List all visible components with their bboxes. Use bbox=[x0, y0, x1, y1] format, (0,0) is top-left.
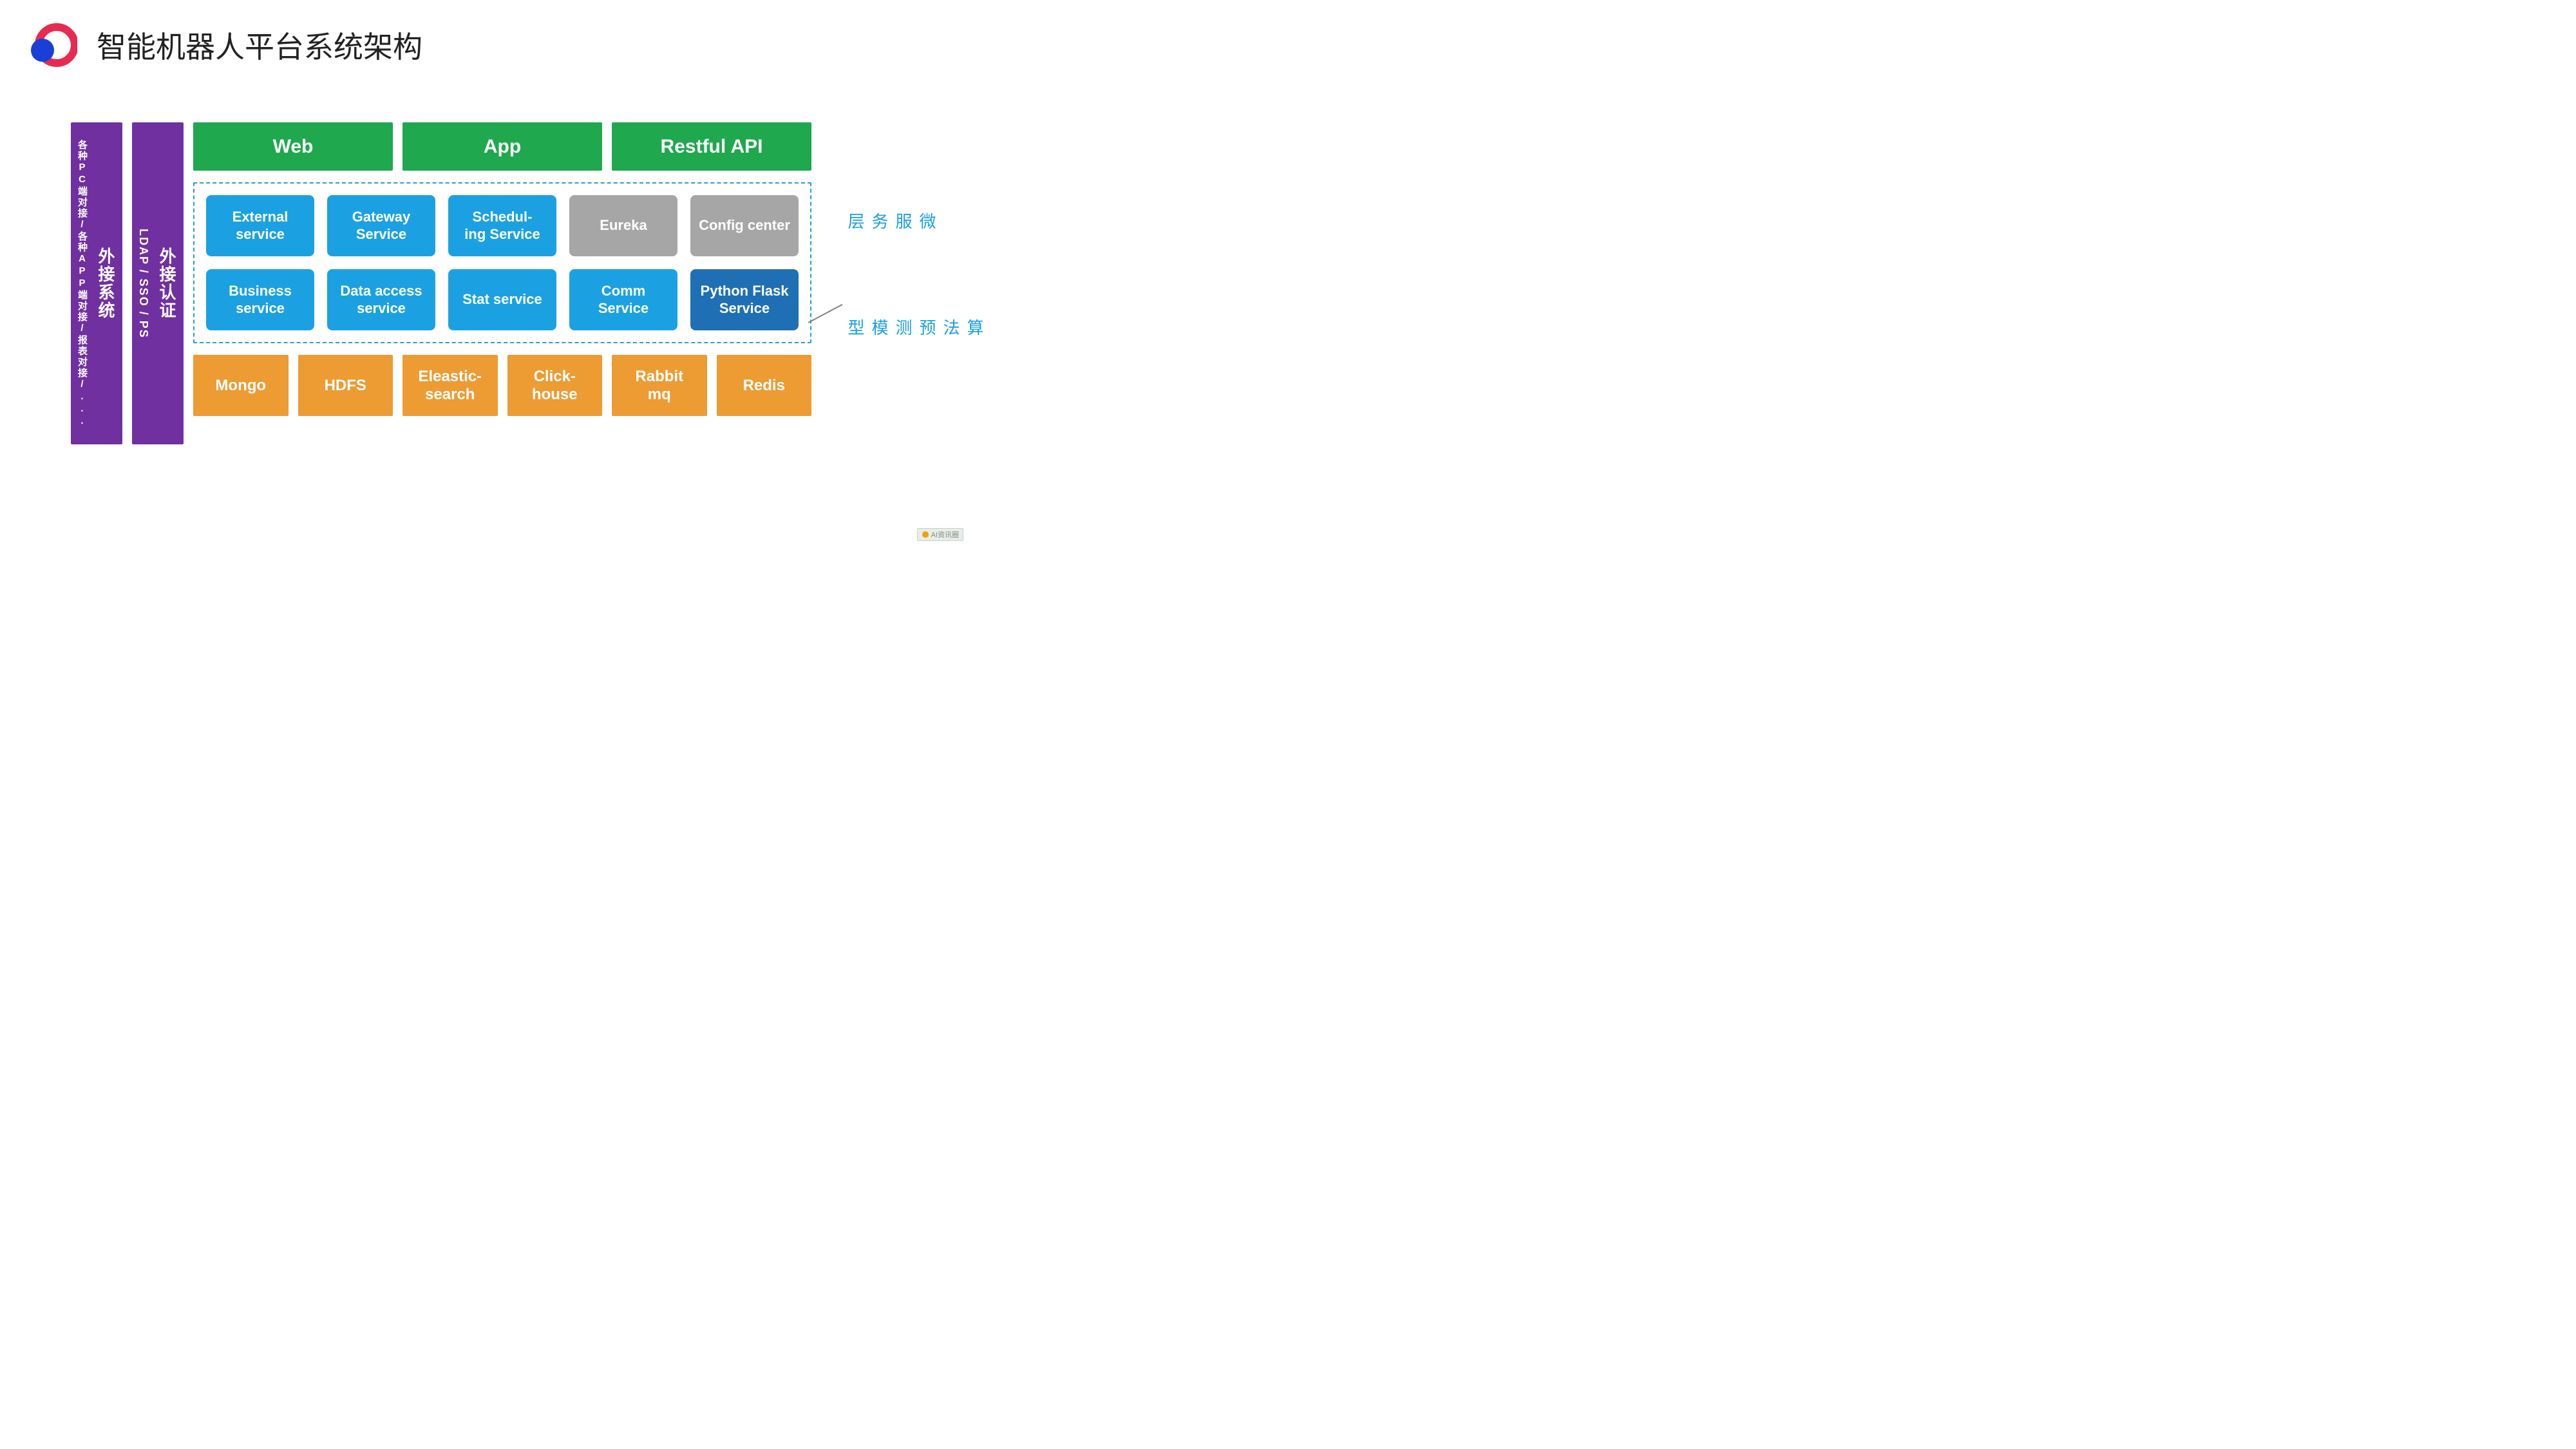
page-title: 智能机器人平台系统架构 bbox=[97, 24, 422, 66]
presentation-block: Web bbox=[193, 122, 393, 171]
storage-block: Mongo bbox=[193, 355, 289, 416]
watermark-icon bbox=[922, 531, 929, 538]
service-block: Business service bbox=[206, 269, 314, 330]
storage-block: Click- house bbox=[507, 355, 603, 416]
service-block: Data access service bbox=[327, 269, 435, 330]
storage-block: HDFS bbox=[298, 355, 393, 416]
service-block: Gateway Service bbox=[327, 195, 435, 256]
storage-block: Redis bbox=[717, 355, 812, 416]
logo-icon bbox=[26, 19, 77, 71]
storage-block: Rabbit mq bbox=[612, 355, 707, 416]
service-block: Comm Service bbox=[569, 269, 677, 330]
external-systems-column: 各种PC端对接/各种APP端对接/报表对接/... 外接系统 bbox=[71, 122, 122, 444]
service-block: External service bbox=[206, 195, 314, 256]
header: 智能机器人平台系统架构 bbox=[26, 19, 422, 71]
presentation-block: App bbox=[402, 122, 602, 171]
external-systems-detail: 各种PC端对接/各种APP端对接/报表对接/... bbox=[75, 140, 89, 428]
presentation-block: Restful API bbox=[612, 122, 811, 171]
service-block: Eureka bbox=[569, 195, 677, 256]
service-block: Config center bbox=[690, 195, 799, 256]
algorithm-model-label: 算法预测模型 bbox=[844, 319, 987, 338]
microservice-layer-label: 微服务层 bbox=[844, 213, 939, 232]
architecture-diagram: 各种PC端对接/各种APP端对接/报表对接/... 外接系统 LDAP / SS… bbox=[71, 122, 811, 444]
service-row: External serviceGateway ServiceSchedul- … bbox=[206, 195, 799, 256]
slide: 智能机器人平台系统架构 各种PC端对接/各种APP端对接/报表对接/... 外接… bbox=[0, 0, 966, 544]
storage-block: Eleastic- search bbox=[402, 355, 498, 416]
external-auth-column: LDAP / SSO / PS 外接认证 bbox=[132, 122, 184, 444]
microservice-layer-box: External serviceGateway ServiceSchedul- … bbox=[193, 182, 811, 343]
service-block: Python Flask Service bbox=[690, 269, 799, 330]
external-auth-label: 外接认证 bbox=[155, 247, 179, 319]
arrow-icon bbox=[808, 304, 843, 323]
external-systems-label: 外接系统 bbox=[94, 247, 118, 319]
service-row: Business serviceData access serviceStat … bbox=[206, 269, 799, 330]
storage-layer-row: MongoHDFSEleastic- searchClick- houseRab… bbox=[193, 355, 811, 416]
main-layers: WebAppRestful API External serviceGatewa… bbox=[193, 122, 811, 444]
watermark-badge: AI资讯圈 bbox=[917, 528, 963, 541]
presentation-layer-row: WebAppRestful API bbox=[193, 122, 811, 171]
service-block: Schedul- ing Service bbox=[448, 195, 556, 256]
service-block: Stat service bbox=[448, 269, 556, 330]
external-auth-detail: LDAP / SSO / PS bbox=[137, 229, 150, 339]
watermark-text: AI资讯圈 bbox=[931, 529, 959, 540]
